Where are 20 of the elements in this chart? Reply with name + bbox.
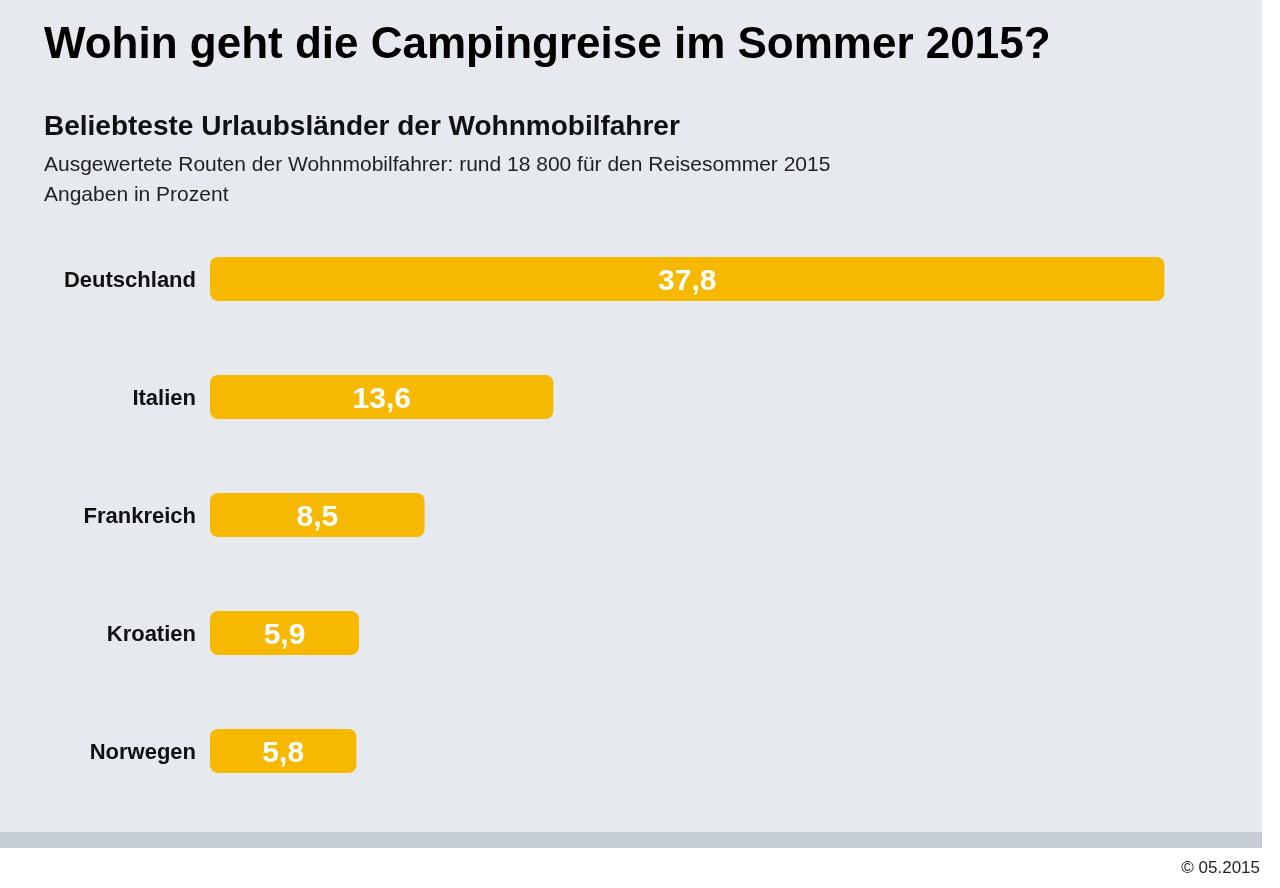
data-label: 13,6	[352, 380, 411, 414]
data-label: 5,9	[263, 616, 306, 650]
data-label: 37,8	[658, 262, 717, 296]
y-tick-label: Deutschland	[63, 266, 196, 292]
chart-subtitle: Beliebteste Urlaubsländer der Wohnmobilfahrer	[44, 110, 680, 142]
data-label: 5,8	[262, 734, 305, 768]
bar	[210, 257, 1165, 301]
text: Angaben in Prozent	[44, 182, 229, 206]
y-tick-label: Frankreich	[83, 502, 196, 528]
chart-title: Wohin geht die Campingreise im Sommer 2015?	[44, 18, 1051, 68]
y-tick-label: Italien	[132, 384, 196, 410]
bar	[210, 611, 359, 655]
bar	[210, 375, 554, 419]
text: © 05.2015	[1181, 858, 1260, 878]
bar	[210, 729, 357, 773]
bar	[210, 493, 425, 537]
y-tick-label: Kroatien	[106, 620, 196, 646]
y-tick-label: Norwegen	[89, 738, 196, 764]
text: Ausgewertete Routen der Wohnmobilfahrer: rund 18 800 für den Reisesommer 2015	[44, 152, 831, 176]
data-label: 8,5	[296, 498, 339, 532]
